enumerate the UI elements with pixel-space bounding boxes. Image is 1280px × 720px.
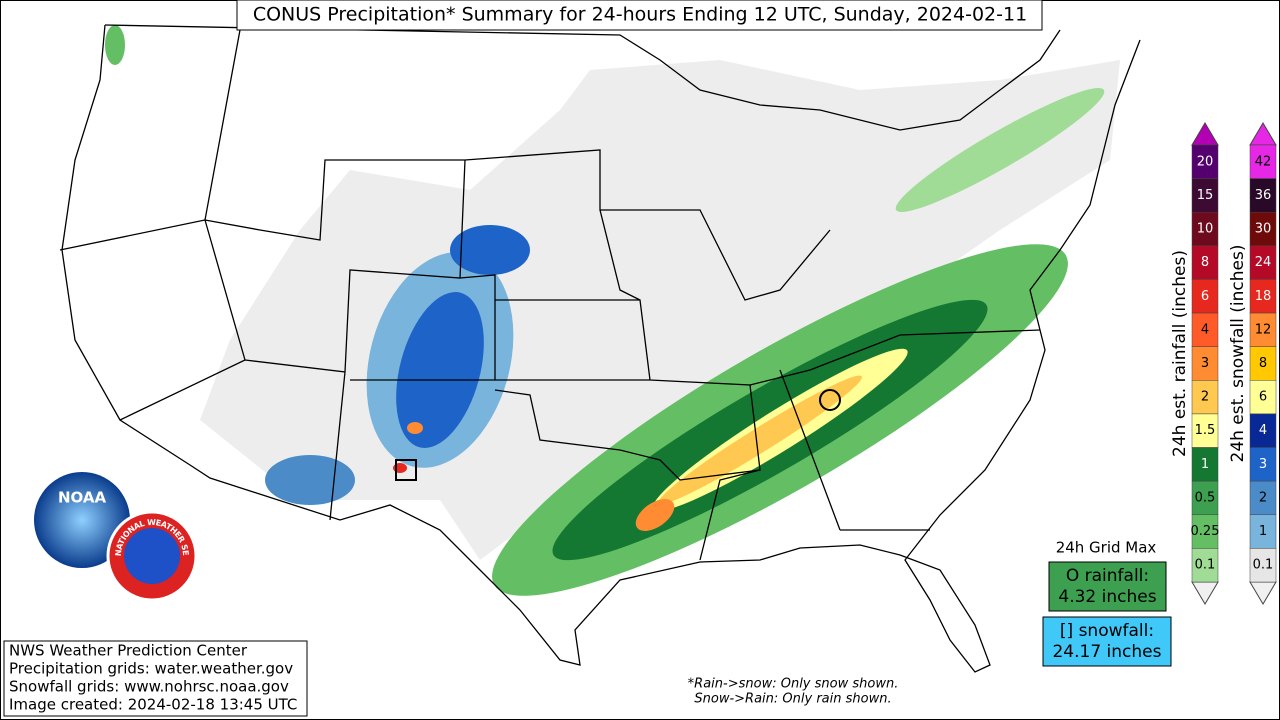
legend-tick-label: 18 [1255,289,1272,304]
snowfall-box [1042,616,1172,667]
title-box [236,0,1043,31]
color-swatch [1249,312,1277,347]
color-swatch [1249,211,1277,247]
legend-tick-label: 0.1 [1253,558,1274,573]
borders [59,24,1141,673]
rain-max-marker [819,389,841,411]
snowfall-label: [] snowfall: [1060,621,1154,641]
footnote: *Rain->snow: Only snow shown.Snow->Rain:… [688,677,899,707]
color-swatch [1191,346,1219,381]
legend-tick-label: 24 [1255,255,1272,270]
color-swatch [1191,447,1219,482]
precipitation [105,25,1120,596]
legend-tick-label: 36 [1255,188,1272,203]
color-swatch [1249,279,1277,314]
info-box [3,640,308,717]
info-line: NWS Weather Prediction Center [9,642,248,660]
snow-max-marker [395,459,417,481]
color-swatch [1191,548,1219,583]
color-swatch [1191,514,1219,549]
legend-tick-label: 6 [1201,289,1209,304]
legend-tick-label: 4 [1259,423,1267,438]
color-swatch [1249,346,1277,381]
legend-tick-label: 0.25 [1191,524,1220,539]
info-line: Snowfall grids: www.nohrsc.noaa.gov [9,678,289,696]
color-swatch [1249,480,1277,516]
legend-tick-label: 3 [1201,356,1209,371]
color-swatch [1191,413,1219,448]
legend-tick-label: 2 [1259,490,1267,505]
legend-tick-label: 10 [1197,222,1214,237]
legend-tick-label: 6 [1259,390,1267,405]
legend-tick-label: 1.5 [1195,423,1216,438]
color-swatch [1191,245,1219,280]
color-swatch [1191,144,1219,179]
snowfall-value: 24.17 inches [1052,642,1161,662]
grid-max: O rainfall:4.32 inches [] snowfall:24.17 … [1042,561,1172,667]
color-swatch [1191,279,1219,314]
color-swatch [1249,447,1277,482]
legend-tick-label: 2 [1201,390,1209,405]
color-swatch [1249,178,1277,213]
noaa-logo [34,472,130,568]
rain-legend-label: 24h est. rainfall (inches) [1170,250,1190,457]
legend-tick-label: 1 [1259,524,1267,539]
color-swatch [1249,413,1277,448]
snow-legend-label: 24h est. snowfall (inches) [1228,245,1248,463]
color-swatch [1249,380,1277,415]
legend: 20 15 10 8 6 4 3 2 1.5 1 0.5 0.25 0.1 24h est. rainfa… [1170,122,1277,605]
color-swatch [1249,514,1277,549]
color-swatch [1191,211,1219,247]
rainfall-box [1048,561,1167,612]
color-swatch [1191,380,1219,415]
color-swatch [1191,178,1219,213]
legend-tick-label: 8 [1201,255,1209,270]
legend-tick-label: 3 [1259,457,1267,472]
grid-max-heading: 24h Grid Max [1056,539,1157,557]
legend-tick-label: 4 [1201,322,1209,337]
legend-tick-label: 15 [1197,188,1214,203]
title: CONUS Precipitation* Summary for 24-hour… [253,4,1027,26]
info: NWS Weather Prediction CenterPrecipitati… [9,642,297,714]
color-swatch [1249,548,1277,583]
info-line: Precipitation grids: water.weather.gov [9,660,293,678]
legend-tick-label: 0.1 [1195,558,1216,573]
nws-inner [124,528,180,584]
legend-tick-label: 20 [1197,154,1214,169]
legend-tick-label: 12 [1255,322,1272,337]
legend-tick-label: 42 [1255,154,1272,169]
info-line: Image created: 2024-02-18 13:45 UTC [9,696,297,714]
noaa-text: NOAA [58,489,107,507]
color-swatch [1249,144,1277,179]
legend-tick-label: 0.5 [1195,490,1216,505]
footnote-line: Snow->Rain: Only rain shown. [694,692,891,707]
rainfall-value: 4.32 inches [1058,587,1156,607]
footnote-line: *Rain->snow: Only snow shown. [688,677,899,692]
legend-tick-label: 30 [1255,222,1272,237]
legend-tick-label: 1 [1201,457,1209,472]
rainfall-label: O rainfall: [1066,566,1149,586]
legend-tick-label: 8 [1259,356,1267,371]
